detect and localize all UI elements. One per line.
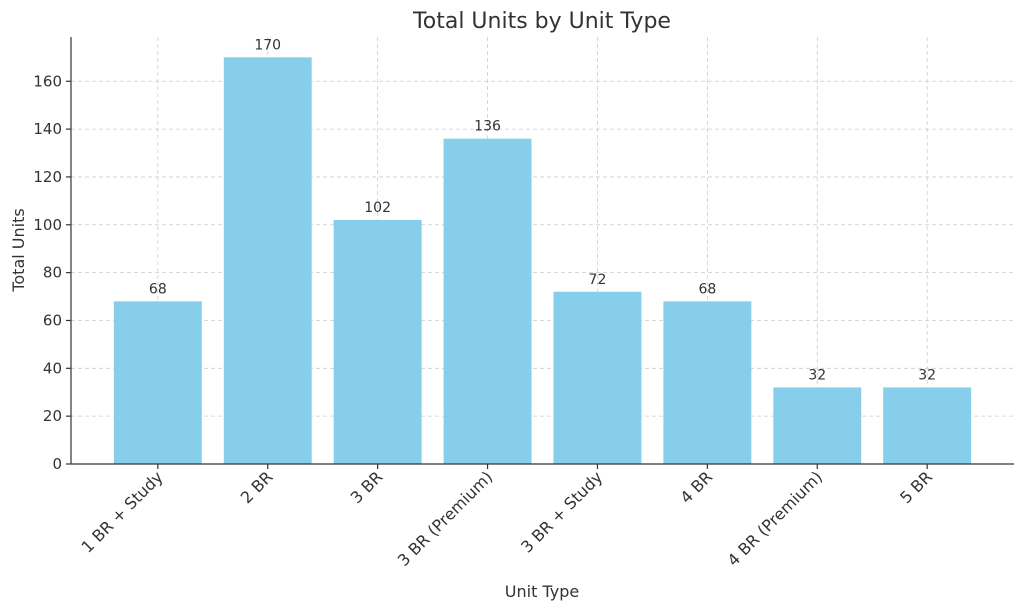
y-tick-label: 40	[43, 359, 62, 377]
x-axis-label: Unit Type	[505, 582, 579, 601]
value-label: 136	[474, 119, 501, 135]
y-tick-label: 80	[43, 264, 62, 282]
x-tick-label: 5 BR	[896, 467, 936, 507]
x-tick-label: 4 BR (Premium)	[723, 467, 826, 570]
value-label: 68	[149, 281, 167, 297]
grid	[71, 37, 1014, 465]
value-label: 102	[364, 200, 391, 216]
y-tick-label: 0	[52, 455, 62, 473]
bar	[113, 301, 202, 464]
bars	[113, 57, 972, 464]
bar	[443, 138, 532, 464]
value-label: 68	[698, 281, 716, 297]
bar	[333, 220, 422, 464]
x-tick-label: 4 BR	[676, 467, 716, 507]
value-label: 72	[589, 272, 607, 288]
bar	[553, 291, 642, 464]
y-tick-label: 60	[43, 311, 62, 329]
bar	[773, 387, 862, 464]
y-axis-label: Total Units	[9, 208, 28, 292]
bar	[223, 57, 312, 464]
y-tick-label: 120	[33, 168, 62, 186]
x-tick-label: 3 BR + Study	[517, 467, 606, 556]
y-tick-label: 20	[43, 407, 62, 425]
y-tick-label: 100	[33, 216, 62, 234]
value-label: 32	[808, 367, 826, 383]
bar	[663, 301, 752, 464]
x-tick-label: 2 BR	[237, 467, 277, 507]
x-tick-label: 3 BR (Premium)	[394, 467, 497, 570]
y-tick-label: 140	[33, 120, 62, 138]
x-tick-label: 1 BR + Study	[77, 467, 166, 556]
value-label: 170	[254, 37, 281, 53]
chart-title: Total Units by Unit Type	[412, 9, 671, 34]
bar	[883, 387, 972, 464]
value-label: 32	[918, 367, 936, 383]
y-tick-label: 160	[33, 72, 62, 90]
x-tick-label: 3 BR	[347, 467, 387, 507]
